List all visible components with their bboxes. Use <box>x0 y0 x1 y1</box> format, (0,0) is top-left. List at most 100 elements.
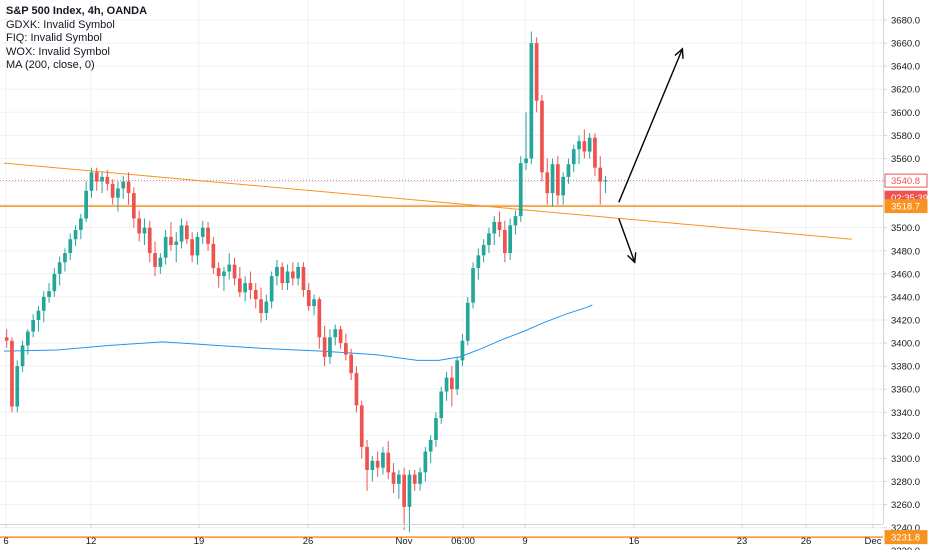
candle[interactable] <box>100 172 104 194</box>
candle[interactable] <box>503 220 507 263</box>
candle[interactable] <box>132 187 136 228</box>
candle[interactable] <box>381 446 385 475</box>
candle[interactable] <box>476 248 481 280</box>
candle[interactable] <box>216 262 221 288</box>
candle[interactable] <box>317 296 322 349</box>
candle[interactable] <box>540 94 544 182</box>
candle[interactable] <box>94 167 99 191</box>
candle[interactable] <box>423 446 428 482</box>
candle[interactable] <box>222 266 226 292</box>
candle[interactable] <box>52 268 57 297</box>
candle[interactable] <box>497 211 502 237</box>
candle[interactable] <box>253 283 258 309</box>
annotation-arrow[interactable] <box>618 218 637 264</box>
candle[interactable] <box>481 239 486 263</box>
candle[interactable] <box>264 294 269 320</box>
price-tag[interactable]: 3518.7 <box>884 199 928 214</box>
candle[interactable] <box>566 158 571 184</box>
candle[interactable] <box>370 456 375 482</box>
legend-item-gdxk[interactable]: GDXK: Invalid Symbol <box>6 18 115 31</box>
trendline[interactable] <box>3 162 853 240</box>
candle[interactable] <box>328 329 332 364</box>
candle[interactable] <box>153 241 157 277</box>
candle[interactable] <box>36 306 41 332</box>
candle[interactable] <box>455 356 459 395</box>
candle[interactable] <box>571 144 576 173</box>
candle[interactable] <box>63 248 67 272</box>
candle[interactable] <box>206 221 210 251</box>
candle[interactable] <box>577 135 581 165</box>
candle[interactable] <box>412 469 417 491</box>
candle[interactable] <box>116 181 120 212</box>
moving-average-line[interactable] <box>3 304 593 361</box>
annotation-arrow[interactable] <box>618 47 684 203</box>
candle[interactable] <box>68 233 73 260</box>
candle[interactable] <box>20 340 25 372</box>
candle[interactable] <box>227 253 232 280</box>
candle[interactable] <box>15 360 20 413</box>
candle[interactable] <box>174 232 179 263</box>
candle[interactable] <box>105 169 110 191</box>
candle[interactable] <box>259 287 263 323</box>
candle[interactable] <box>418 467 422 491</box>
candle[interactable] <box>524 112 528 170</box>
candle[interactable] <box>534 37 539 113</box>
candle[interactable] <box>434 412 438 447</box>
candle[interactable] <box>41 291 46 323</box>
candle[interactable] <box>556 156 560 205</box>
candle[interactable] <box>561 172 565 205</box>
candle[interactable] <box>391 463 396 494</box>
candle[interactable] <box>365 439 369 491</box>
candle[interactable] <box>359 400 364 459</box>
candle[interactable] <box>349 348 353 380</box>
candle[interactable] <box>513 210 518 235</box>
candle[interactable] <box>471 262 475 309</box>
candle[interactable] <box>121 175 126 199</box>
candle[interactable] <box>26 329 30 355</box>
candle[interactable] <box>306 283 311 311</box>
candle[interactable] <box>545 158 550 205</box>
candle[interactable] <box>487 227 491 254</box>
candle[interactable] <box>402 467 406 530</box>
candle[interactable] <box>598 156 603 205</box>
legend-item-wox[interactable]: WOX: Invalid Symbol <box>6 45 110 58</box>
legend-item-fiq[interactable]: FIQ: Invalid Symbol <box>6 32 102 45</box>
candle[interactable] <box>57 256 62 286</box>
candle[interactable] <box>158 253 163 274</box>
candle[interactable] <box>439 386 444 424</box>
candle[interactable] <box>322 325 327 367</box>
candle[interactable] <box>195 232 200 265</box>
candle[interactable] <box>232 257 237 286</box>
candle[interactable] <box>73 225 78 247</box>
candle[interactable] <box>147 220 152 263</box>
candle[interactable] <box>582 129 587 159</box>
candle[interactable] <box>518 156 523 222</box>
candle[interactable] <box>275 259 279 286</box>
price-tag[interactable]: 3540.8 <box>884 173 928 188</box>
candle[interactable] <box>344 333 348 361</box>
candle[interactable] <box>190 232 194 263</box>
candle[interactable] <box>593 133 597 176</box>
candle[interactable] <box>338 325 343 349</box>
candle[interactable] <box>375 451 380 477</box>
candle[interactable] <box>31 314 35 338</box>
chart-title[interactable]: S&P 500 Index, 4h, OANDA <box>6 5 148 17</box>
candle[interactable] <box>243 276 247 302</box>
candle[interactable] <box>79 213 83 240</box>
candle[interactable] <box>312 294 316 316</box>
candle[interactable] <box>269 271 274 309</box>
candle[interactable] <box>397 469 401 499</box>
candle[interactable] <box>126 172 131 205</box>
candle[interactable] <box>301 262 306 297</box>
candle[interactable] <box>84 181 88 222</box>
plot-area[interactable] <box>0 31 883 538</box>
candle[interactable] <box>296 262 300 286</box>
price-tag[interactable]: 3231.8 <box>884 530 928 545</box>
candle[interactable] <box>142 218 147 245</box>
candle[interactable] <box>407 469 412 533</box>
candle[interactable] <box>47 283 51 303</box>
candle[interactable] <box>465 296 470 346</box>
candle[interactable] <box>450 366 454 407</box>
candle[interactable] <box>550 158 555 207</box>
candle[interactable] <box>587 133 592 159</box>
